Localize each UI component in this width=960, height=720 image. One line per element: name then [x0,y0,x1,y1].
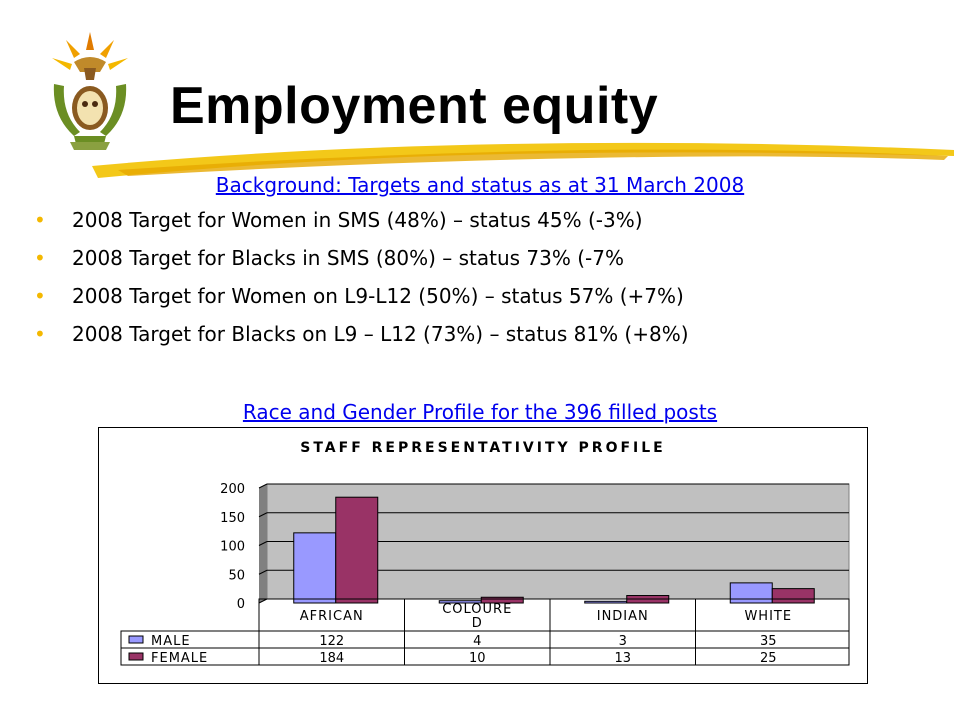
chart-frame: STAFF REPRESENTATIVITY PROFILE 0 50 100 150 2… [98,427,868,684]
bullet-item: • 2008 Target for Blacks on L9 – L12 (73%… [34,319,689,357]
gridline-diag [258,483,268,489]
gridline-diag [258,512,268,518]
legend-label: FEMALE [151,651,208,666]
bullet-text: 2008 Target for Blacks on L9 – L12 (73%)… [72,322,689,346]
bullet-icon: • [34,208,46,232]
category-label: COLOURE [442,602,512,617]
table-value: 35 [760,634,777,649]
bar-female-white [771,588,815,604]
table-value: 4 [473,634,481,649]
table-value: 10 [469,651,486,666]
staff-representativity-chart: STAFF REPRESENTATIVITY PROFILE 0 50 100 150 2… [120,440,850,666]
bullet-item: • 2008 Target for Women on L9-L12 (50%) –… [34,281,689,319]
y-tick-label: 0 [237,597,245,612]
bullet-icon: • [34,284,46,308]
background-link[interactable]: Background: Targets and status as at 31 … [215,173,745,197]
coat-of-arms-logo [52,32,128,150]
bullet-list: • 2008 Target for Women in SMS (48%) – st… [34,205,689,357]
bullet-item: • 2008 Target for Blacks in SMS (80%) – s… [34,243,689,281]
y-tick-label: 100 [220,540,245,555]
category-label: D [472,616,483,631]
bar-male-african [293,532,337,604]
bar-female-coloured [480,596,524,604]
gold-brush-stroke [92,142,954,178]
bullet-text: 2008 Target for Women in SMS (48%) – sta… [72,208,643,232]
sun-rays [52,32,128,70]
legend-swatch-male [128,635,144,644]
bullet-icon: • [34,322,46,346]
table-value: 122 [319,634,344,649]
category-label: WHITE [744,609,792,624]
secretary-bird [84,68,96,80]
y-tick-label: 200 [220,482,245,497]
category-label: INDIAN [597,609,649,624]
bar-male-indian [584,600,628,604]
page-title: Employment equity [170,77,659,135]
bullet-icon: • [34,246,46,270]
bar-male-white [729,582,773,604]
bullet-text: 2008 Target for Women on L9-L12 (50%) – … [72,284,684,308]
gridline-diag [258,569,268,575]
wheat-right [100,84,127,136]
gridline-diag [258,598,268,604]
category-label: AFRICAN [300,609,364,624]
gridline-diag [258,541,268,546]
chart-caption-link[interactable]: Race and Gender Profile for the 396 fill… [242,400,718,424]
wheat-left [53,84,80,136]
y-tick-label: 50 [228,568,245,583]
y-tick-label: 150 [220,511,245,526]
table-value: 25 [760,651,777,666]
table-row-female [120,647,850,666]
table-value: 184 [319,651,344,666]
bird-wings [74,57,106,72]
bar-female-african [335,496,379,604]
bullet-item: • 2008 Target for Women in SMS (48%) – st… [34,205,689,243]
table-row-male [120,630,850,649]
legend-swatch-female [128,652,144,661]
table-value: 3 [619,634,627,649]
bullet-text: 2008 Target for Blacks in SMS (80%) – st… [72,246,624,270]
legend-label: MALE [151,634,191,649]
chart-title: STAFF REPRESENTATIVITY PROFILE [300,440,665,456]
table-value: 13 [614,651,631,666]
